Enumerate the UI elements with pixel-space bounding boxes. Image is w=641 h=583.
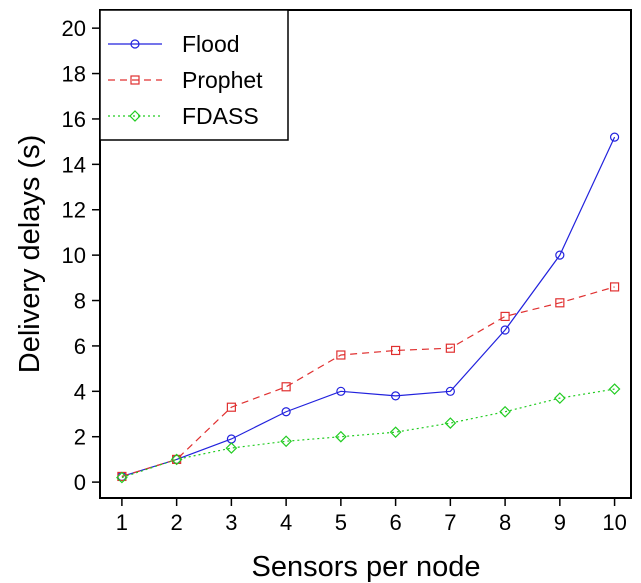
data-point xyxy=(555,298,565,308)
series-line xyxy=(121,286,615,478)
data-point xyxy=(391,391,401,401)
y-tick-label: 0 xyxy=(74,470,86,495)
legend-label: Prophet xyxy=(182,67,263,93)
x-axis-title: Sensors per node xyxy=(252,551,481,583)
x-tick-label: 9 xyxy=(554,510,566,535)
y-tick-label: 2 xyxy=(74,425,86,450)
series-layer xyxy=(116,132,621,484)
x-tick-label: 2 xyxy=(171,510,183,535)
data-point xyxy=(336,386,346,396)
data-point xyxy=(281,382,291,392)
y-tick-label: 4 xyxy=(74,379,86,404)
data-point xyxy=(389,426,402,439)
y-tick-label: 18 xyxy=(62,62,86,87)
series-line xyxy=(121,136,616,478)
y-tick-label: 16 xyxy=(62,107,86,132)
x-tick-label: 7 xyxy=(444,510,456,535)
series-line xyxy=(121,388,615,479)
data-point xyxy=(280,435,292,448)
data-point xyxy=(445,386,455,396)
data-point xyxy=(391,345,401,356)
y-tick-label: 20 xyxy=(62,16,86,41)
data-point xyxy=(609,282,620,292)
data-point xyxy=(444,417,457,429)
y-tick-label: 10 xyxy=(62,243,86,268)
data-point xyxy=(170,453,183,466)
data-point xyxy=(553,392,566,404)
x-tick-label: 3 xyxy=(225,510,237,535)
y-tick-label: 12 xyxy=(62,198,86,223)
x-tick-label: 6 xyxy=(389,510,401,535)
y-tick-label: 8 xyxy=(74,289,86,314)
data-point xyxy=(225,442,238,454)
data-point xyxy=(172,454,182,465)
series-flood xyxy=(117,132,620,482)
data-point xyxy=(281,407,291,417)
legend-box xyxy=(99,9,289,141)
legend-item-prophet: Prophet xyxy=(108,67,263,93)
series-prophet xyxy=(117,282,620,482)
data-point xyxy=(445,343,455,353)
data-point xyxy=(336,350,346,360)
x-tick-label: 8 xyxy=(499,510,511,535)
legend-marker xyxy=(130,75,140,85)
y-tick-label: 6 xyxy=(74,334,86,359)
plot-frame xyxy=(99,9,632,499)
x-tick-label: 4 xyxy=(280,510,292,535)
legend-label: Flood xyxy=(182,31,240,57)
legend-item-flood: Flood xyxy=(108,31,240,57)
data-point xyxy=(226,402,236,412)
y-axis-title: Delivery delays (s) xyxy=(14,135,46,374)
data-point xyxy=(500,311,510,322)
y-tick-label: 14 xyxy=(62,152,86,177)
data-point xyxy=(555,250,565,260)
legend-marker xyxy=(130,39,140,49)
data-point xyxy=(609,132,620,142)
legend: Flood Prophet FDASS xyxy=(99,9,289,141)
data-point xyxy=(500,325,510,335)
series-fdass xyxy=(116,383,621,484)
data-point xyxy=(335,430,347,443)
legend-marker xyxy=(129,110,141,122)
data-point xyxy=(499,405,511,418)
data-point xyxy=(608,383,621,395)
x-tick-label: 10 xyxy=(602,510,626,535)
legend-item-fdass: FDASS xyxy=(108,103,259,129)
x-tick-label: 1 xyxy=(116,510,128,535)
legend-label: FDASS xyxy=(182,103,259,129)
data-point xyxy=(116,471,128,484)
x-tick-label: 5 xyxy=(335,510,347,535)
